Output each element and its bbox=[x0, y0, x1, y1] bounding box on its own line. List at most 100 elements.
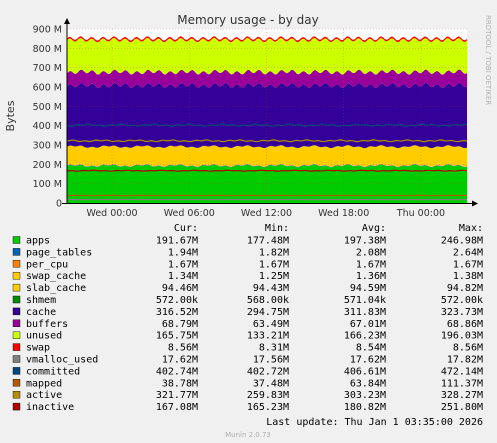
legend-value-min: 165.23M bbox=[247, 402, 289, 413]
legend-row-per_cpu: per_cpu 1.67M 1.67M 1.67M 1.67M bbox=[12, 259, 483, 270]
legend-swatch bbox=[12, 367, 21, 375]
legend-row-mapped: mapped 38.78M 37.48M 63.84M 111.37M bbox=[12, 378, 483, 389]
legend-value-cur: 167.08M bbox=[156, 402, 198, 413]
y-tick-label: 300 M bbox=[33, 141, 62, 152]
x-tick-label: Wed 00:00 bbox=[86, 208, 137, 219]
legend-value-min: 1.25M bbox=[259, 271, 289, 282]
legend-value-avg: 406.61M bbox=[344, 366, 386, 377]
legend-row-page_tables: page_tables 1.94M 1.82M 2.08M 2.64M bbox=[12, 247, 483, 258]
chart-title: Memory usage - by day bbox=[177, 13, 318, 27]
legend-value-cur: 38.78M bbox=[162, 378, 198, 389]
legend-row-committed: committed 402.74M 402.72M 406.61M 472.14M bbox=[12, 366, 483, 377]
legend-row-vmalloc_used: vmalloc_used 17.62M 17.56M 17.62M 17.82M bbox=[12, 355, 483, 366]
y-tick-label: 600 M bbox=[33, 83, 62, 94]
legend-value-max: 246.98M bbox=[441, 236, 483, 247]
legend-value-avg: 1.36M bbox=[356, 271, 386, 282]
x-tick-labels: Wed 00:00 Wed 06:00 Wed 12:00 Wed 18:00 Thu … bbox=[86, 208, 445, 219]
legend-value-min: 1.67M bbox=[259, 259, 289, 270]
legend-swatch bbox=[12, 319, 21, 327]
legend-value-cur: 8.56M bbox=[168, 343, 198, 354]
area-per_cpu bbox=[67, 163, 467, 168]
legend-value-min: 37.48M bbox=[253, 378, 289, 389]
legend-swatch bbox=[12, 283, 21, 292]
legend-row-unused: unused 165.75M 133.21M 166.23M 196.03M bbox=[12, 331, 483, 342]
legend-series-name: page_tables bbox=[26, 247, 92, 258]
legend-swatch bbox=[12, 295, 21, 304]
legend-value-cur: 572.00k bbox=[156, 295, 198, 306]
legend-value-cur: 1.94M bbox=[168, 247, 198, 258]
legend-value-cur: 1.67M bbox=[168, 259, 198, 270]
y-tick-label: 800 M bbox=[33, 44, 62, 55]
legend-value-max: 8.56M bbox=[453, 343, 483, 354]
legend-value-max: 328.27M bbox=[441, 390, 483, 401]
legend-swatch bbox=[12, 355, 21, 363]
area-buffers bbox=[67, 69, 467, 89]
legend-value-avg: 311.83M bbox=[344, 307, 386, 318]
grid-lines bbox=[67, 28, 467, 203]
legend-table: Cur: Min: Avg: Max: apps 191.67M 177.48M 197.38… bbox=[12, 223, 483, 413]
y-axis-arrow bbox=[64, 18, 70, 24]
legend-row-apps: apps 191.67M 177.48M 197.38M 246.98M bbox=[12, 236, 483, 247]
legend-swatch bbox=[12, 331, 21, 339]
legend-series-name: vmalloc_used bbox=[26, 355, 98, 366]
legend-series-name: swap_cache bbox=[26, 271, 86, 282]
legend-series-name: committed bbox=[26, 366, 80, 377]
legend-series-name: swap bbox=[26, 343, 50, 354]
legend-value-avg: 2.08M bbox=[356, 247, 386, 258]
legend-value-max: 68.86M bbox=[447, 319, 483, 330]
legend-series-name: cache bbox=[26, 307, 56, 318]
legend-value-cur: 321.77M bbox=[156, 390, 198, 401]
legend-column-header: Avg: bbox=[362, 223, 386, 234]
legend-swatch bbox=[12, 272, 21, 280]
munin-footer: Munin 2.0.73 bbox=[225, 431, 271, 439]
legend-column-header: Max: bbox=[459, 223, 483, 234]
legend-value-cur: 17.62M bbox=[162, 355, 198, 366]
legend-row-inactive: inactive 167.08M 165.23M 180.82M 251.80M bbox=[12, 402, 483, 413]
legend-value-max: 1.67M bbox=[453, 259, 483, 270]
legend-value-avg: 571.04k bbox=[344, 295, 386, 306]
x-tick-label: Wed 06:00 bbox=[164, 208, 215, 219]
legend-series-name: slab_cache bbox=[26, 283, 86, 294]
legend-swatch bbox=[12, 343, 21, 351]
legend-series-name: unused bbox=[26, 331, 62, 342]
legend-value-cur: 402.74M bbox=[156, 366, 198, 377]
legend-value-avg: 166.23M bbox=[344, 331, 386, 342]
legend-value-min: 1.82M bbox=[259, 247, 289, 258]
legend-value-max: 472.14M bbox=[441, 366, 483, 377]
legend-value-avg: 303.23M bbox=[344, 390, 386, 401]
legend-series-name: apps bbox=[26, 236, 50, 247]
legend-row-buffers: buffers 68.79M 63.49M 67.01M 68.86M bbox=[12, 319, 483, 330]
legend-value-avg: 8.54M bbox=[356, 343, 386, 354]
legend-value-min: 8.31M bbox=[259, 343, 289, 354]
x-tick-label: Wed 12:00 bbox=[241, 208, 292, 219]
area-unused bbox=[67, 37, 467, 75]
legend-value-cur: 1.34M bbox=[168, 271, 198, 282]
area-swap_cache bbox=[67, 163, 467, 167]
legend-column-header: Min: bbox=[265, 223, 289, 234]
x-tick-label: Wed 18:00 bbox=[318, 208, 369, 219]
area-swap bbox=[67, 36, 467, 43]
legend-series-name: mapped bbox=[26, 378, 62, 389]
stacked-areas bbox=[67, 36, 467, 203]
legend-row-swap: swap 8.56M 8.31M 8.54M 8.56M bbox=[12, 343, 483, 354]
legend-value-min: 568.00k bbox=[247, 295, 289, 306]
legend-value-cur: 191.67M bbox=[156, 236, 198, 247]
legend-value-avg: 180.82M bbox=[344, 402, 386, 413]
line-inactive bbox=[66, 169, 468, 172]
y-axis-label: Bytes bbox=[4, 100, 17, 131]
legend-series-name: active bbox=[26, 390, 62, 401]
legend-value-min: 94.43M bbox=[253, 283, 289, 294]
legend-value-cur: 94.46M bbox=[162, 283, 198, 294]
legend-value-min: 177.48M bbox=[247, 236, 289, 247]
x-tick-label: Thu 00:00 bbox=[396, 208, 445, 219]
legend-value-avg: 17.62M bbox=[350, 355, 386, 366]
legend-row-shmem: shmem 572.00k 568.00k 571.04k 572.00k bbox=[12, 295, 483, 306]
x-axis-arrow bbox=[472, 200, 478, 207]
legend-series-name: inactive bbox=[26, 402, 74, 413]
legend-value-min: 17.56M bbox=[253, 355, 289, 366]
legend-value-max: 111.37M bbox=[441, 378, 483, 389]
legend-value-max: 572.00k bbox=[441, 295, 483, 306]
legend-value-cur: 316.52M bbox=[156, 307, 198, 318]
legend-series-name: buffers bbox=[26, 319, 68, 330]
